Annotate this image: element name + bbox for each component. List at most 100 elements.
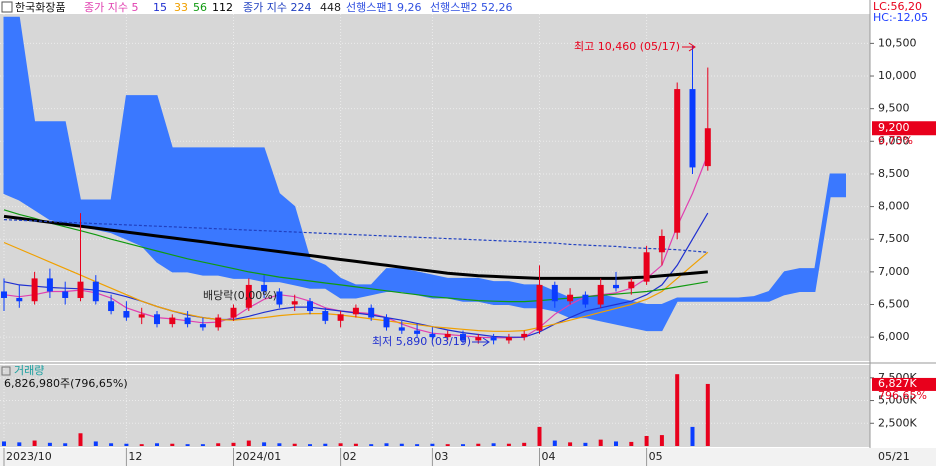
x-tick-label: 2024/01 [236,450,282,463]
volume-bar [476,443,481,446]
volume-bar [399,443,404,446]
volume-bar [2,441,6,446]
volume-bar [32,440,37,446]
volume-bar [246,440,251,446]
volume-tick-label: 5,000K [878,394,917,407]
legend-item: 선행스팬1 9,26 [346,1,421,14]
high-arrow [682,42,696,52]
volume-title: 거래량 [14,364,44,377]
current-price-label: 9,200 [878,121,910,134]
volume-bar [277,443,282,446]
volume-bar [659,435,664,446]
candle-body [276,291,283,305]
candle-body [77,281,84,298]
candle-body [597,284,604,305]
candle-body [368,307,375,318]
y-tick-label: 10,500 [878,36,917,49]
x-tick-label: 02 [343,450,357,463]
candle-body [658,235,665,253]
candle-body [536,284,543,331]
last-volume-change: 796,65% [878,389,927,402]
candle-body [689,89,696,168]
legend-item: 종가 지수 224 [243,1,311,14]
volume-bar [644,436,649,446]
volume-bar [353,443,358,446]
volume-bar [155,443,159,446]
volume-bar [461,444,465,446]
volume-bar [552,440,557,446]
volume-bar [583,442,588,446]
stock-name: 한국화장품 [15,1,66,14]
candle-body [31,278,38,302]
legend-item: 112 [212,1,233,14]
volume-bar [445,444,450,446]
candle-body [674,89,681,233]
volume-panel [0,365,870,447]
volume-bar [338,443,343,446]
volume-bar [231,442,236,446]
candle-body [429,333,436,338]
legend-item: 종가 지수 5 [84,1,138,14]
volume-bar [430,443,435,446]
volume-tick-label: 2,500K [878,416,917,429]
x-tick-label: 05 [649,450,663,463]
x-tick-label: 12 [128,450,142,463]
volume-bar [308,444,312,446]
candle-body [138,314,145,318]
y-tick-label: 9,500 [878,102,910,115]
candle-body [337,314,344,321]
volume-bar [78,433,83,446]
candle-body [62,291,69,298]
candle-body [169,317,176,325]
volume-bar [537,426,542,446]
candle-body [613,284,619,289]
volume-bar [47,442,52,446]
candle-body [322,311,329,321]
volume-bar [109,443,114,446]
legend-item: 56 [193,1,207,14]
current-price-box [872,121,936,136]
last-volume-label: 6,827K [878,377,917,390]
candle-body [261,284,268,292]
volume-bar [522,442,527,446]
change-label: 6,73% [878,134,913,147]
candle-body [1,291,7,298]
candle-body [704,128,711,167]
layers: 6,000 6,500 7,000 7,500 8,000 8,500 9,000 9,500… [0,14,917,466]
candle-body [521,333,528,338]
volume-bar [705,383,710,446]
settings-icon[interactable] [1,1,13,13]
candle-body [551,284,558,302]
candle-body [398,327,405,331]
low-annotation: 최저 5,890 (03/19) [372,335,471,348]
candle-body [444,333,451,338]
candle-body [505,337,512,341]
volume-icon[interactable] [1,366,11,376]
indicator: HC:-12,05 [873,11,928,24]
legend-item: 448 [320,1,341,14]
volume-bar [614,441,618,446]
volume-bar [93,441,98,446]
candle-body [230,307,237,318]
volume-bar [262,442,267,446]
last-date: 05/21 [878,450,910,463]
candle-body [383,317,390,328]
volume-bar [491,443,496,446]
candle-body [154,314,160,325]
moving-average [3,214,708,280]
candle-body [199,324,206,328]
candle-body [643,252,650,282]
candle-body [16,297,23,302]
high-annotation: 최고 10,460 (05/17) [574,40,680,53]
y-tick-label: 8,500 [878,167,910,180]
legend-item: 선행스팬2 52,26 [430,1,512,14]
candle-body [352,307,359,315]
volume-bar [17,442,22,446]
volume-bar [506,443,511,446]
ichimoku-cloud [3,16,846,332]
volume-bar [139,444,144,446]
volume-bar [323,443,328,446]
candle-body [184,317,191,325]
candle-body [123,311,130,318]
